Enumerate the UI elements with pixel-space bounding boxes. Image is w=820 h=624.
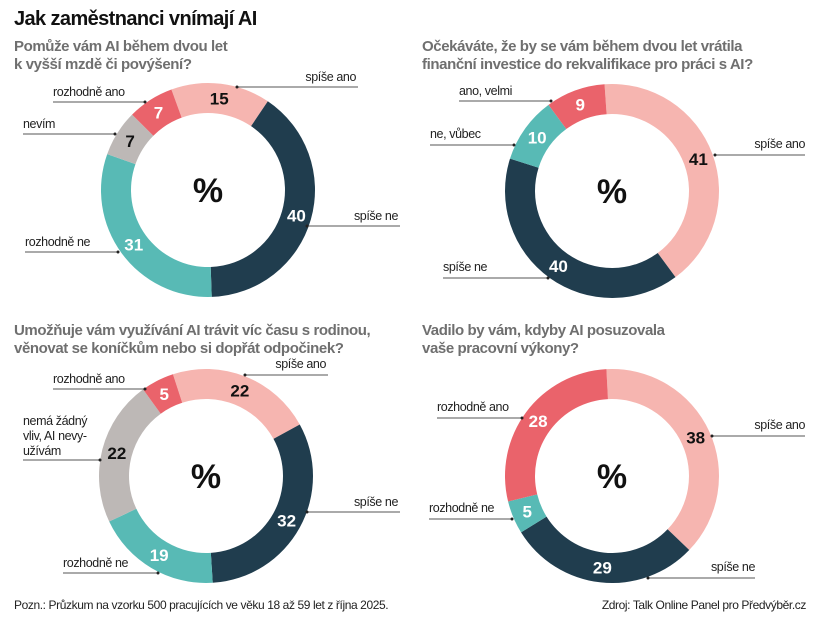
donut-slice <box>606 369 719 551</box>
slice-value-label: 40 <box>549 257 568 276</box>
donut-slice <box>505 158 676 298</box>
slice-value-label: 28 <box>529 412 548 431</box>
footer-note: Pozn.: Průzkum na vzorku 500 pracujících… <box>14 598 389 612</box>
donut-slice <box>143 374 183 414</box>
donut-slice <box>210 424 313 583</box>
slice-category-label: spíše ano <box>275 357 326 371</box>
slice-category-label: spíše ne <box>711 560 756 574</box>
slice-category-label: nemá žádný <box>23 414 88 428</box>
slice-value-label: 22 <box>107 444 126 463</box>
chart-4-question: Vadilo by vám, kdyby AI posuzovala vaše … <box>422 322 665 358</box>
slice-category-label: vliv, AI nevy- <box>23 429 87 443</box>
donut-slice <box>210 101 315 297</box>
slice-value-label: 40 <box>287 206 306 225</box>
slice-value-label: 22 <box>230 381 249 400</box>
infographic-title: Jak zaměstnanci vnímají AI <box>14 8 257 30</box>
donut-chart-2: 41 spíše ano 40 spíše ne 10 ne, vůbec 9 ano, ve… <box>430 83 806 298</box>
slice-category-label: ne, vůbec <box>430 127 481 141</box>
callout-dot <box>305 224 309 228</box>
slice-category-label: spíše ano <box>754 418 805 432</box>
slice-category-label: spíše ne <box>354 209 399 223</box>
callout-dot <box>156 571 160 575</box>
slice-category-label: rozhodně ne <box>429 501 495 515</box>
slice-value-label: 29 <box>593 558 612 577</box>
chart-2-question: Očekáváte, že by se vám během dvou let v… <box>422 38 753 74</box>
callout-dot <box>549 99 553 103</box>
center-percent-label: % <box>191 458 221 496</box>
callout-dot <box>512 143 516 147</box>
donut-slice <box>510 104 567 168</box>
donut-slice <box>505 369 608 502</box>
chart-2-question-line-1: Očekáváte, že by se vám během dvou let v… <box>422 38 743 55</box>
callout-dot <box>520 416 524 420</box>
callout-dot <box>710 434 714 438</box>
slice-category-label: rozhodně ano <box>53 85 125 99</box>
chart-1-question-line-1: Pomůže vám AI během dvou let <box>14 38 228 55</box>
chart-4-question-line-1: Vadilo by vám, kdyby AI posuzovala <box>422 322 665 339</box>
chart-3-question: Umožňuje vám využívání AI trávit víc čas… <box>14 322 371 358</box>
chart-3-question-line-2: věnovat se koníčkům nebo si dopřát odpoč… <box>14 340 344 357</box>
slice-category-label: užívám <box>23 444 61 458</box>
donut-chart-1: 15 spíše ano 40 spíše ne 31 rozhodně ne 7 nevím… <box>23 70 400 297</box>
callout-dot <box>510 517 514 521</box>
chart-1-question-line-2: k vyšší mzdě či povýšení? <box>14 56 192 73</box>
donut-slice <box>171 82 268 127</box>
slice-value-label: 5 <box>522 503 531 522</box>
callout-dot <box>98 458 102 462</box>
slice-value-label: 41 <box>689 150 708 169</box>
callout-dot <box>116 250 120 254</box>
slice-value-label: 7 <box>125 132 134 151</box>
donut-slice <box>101 154 212 297</box>
donut-slice <box>521 516 690 583</box>
slice-category-label: spíše ne <box>443 260 488 274</box>
footer-source: Zdroj: Talk Online Panel pro Předvýběr.c… <box>601 598 807 612</box>
slice-value-label: 19 <box>150 546 169 565</box>
donut-slice <box>604 83 719 278</box>
chart-4-question-line-2: vaše pracovní výkony? <box>422 340 579 357</box>
callout-dot <box>713 153 717 157</box>
center-percent-label: % <box>597 458 627 496</box>
donut-chart-4: 38 spíše ano 29 spíše ne 5 rozhodně ne 28 rozho… <box>429 369 806 583</box>
slice-value-label: 9 <box>575 96 584 115</box>
callout-dot <box>243 373 247 377</box>
slice-value-label: 32 <box>277 511 296 530</box>
donut-slice <box>98 389 161 522</box>
donut-slice <box>107 114 154 165</box>
slice-value-label: 31 <box>124 235 143 254</box>
callout-dot <box>143 387 147 391</box>
slice-value-label: 5 <box>159 385 168 404</box>
slice-category-label: ano, velmi <box>459 84 512 98</box>
donut-slice <box>132 89 182 136</box>
slice-category-label: rozhodně ano <box>437 400 509 414</box>
chart-3-question-line-1: Umožňuje vám využívání AI trávit víc čas… <box>14 322 371 339</box>
slice-value-label: 10 <box>528 128 547 147</box>
callout-dot <box>113 132 117 136</box>
callout-dot <box>143 100 147 104</box>
slice-value-label: 15 <box>210 90 229 109</box>
donut-slice <box>508 494 547 533</box>
callout-dot <box>305 510 309 514</box>
slice-category-label: spíše ano <box>305 70 356 84</box>
slice-category-label: spíše ano <box>754 137 805 151</box>
chart-2-question-line-2: finanční investice do rekvalifikace pro … <box>422 56 753 73</box>
donut-slice <box>548 84 607 130</box>
slice-category-label: spíše ne <box>354 495 399 509</box>
donut-chart-3: 22 spíše ano 32 spíše ne 19 rozhodně ne 22 nemá… <box>23 357 400 584</box>
slice-value-label: 7 <box>154 103 163 122</box>
donut-slice <box>172 368 300 439</box>
slice-category-label: rozhodně ne <box>63 556 129 570</box>
center-percent-label: % <box>597 173 627 211</box>
chart-1-question: Pomůže vám AI během dvou let k vyšší mzd… <box>14 38 228 74</box>
callout-dot <box>546 276 550 280</box>
donut-slice <box>109 508 213 584</box>
center-percent-label: % <box>193 172 223 210</box>
slice-category-label: rozhodně ne <box>25 235 91 249</box>
slice-value-label: 38 <box>686 429 705 448</box>
callout-dot <box>646 576 650 580</box>
slice-category-label: nevím <box>23 117 55 131</box>
callout-dot <box>235 85 239 89</box>
slice-category-label: rozhodně ano <box>53 372 125 386</box>
